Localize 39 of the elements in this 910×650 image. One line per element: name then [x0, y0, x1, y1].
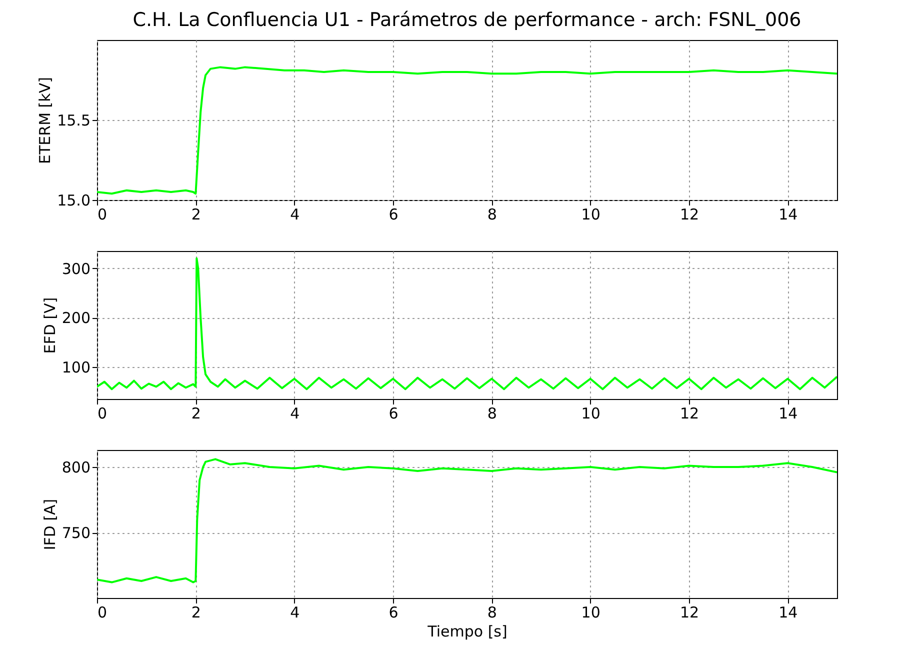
x-tick-label: 2 — [191, 206, 201, 224]
y-tick-label: 750 — [62, 524, 90, 542]
x-tick-label: 8 — [487, 604, 497, 622]
x-tick-label: 0 — [98, 604, 108, 622]
y-axis-title: IFD [A] — [40, 498, 59, 550]
chart-title: C.H. La Confluencia U1 - Parámetros de performance - arch: FSNL_006 — [132, 9, 802, 31]
x-tick-label: 4 — [290, 206, 300, 224]
x-tick-label: 2 — [191, 404, 201, 422]
x-tick-label: 2 — [191, 604, 201, 622]
x-tick-label: 10 — [581, 604, 600, 622]
y-tick-label: 800 — [62, 458, 90, 477]
x-tick-label: 4 — [290, 404, 300, 422]
x-tick-label: 10 — [581, 206, 600, 224]
y-axis-title: EFD [V] — [40, 297, 59, 354]
line-series — [97, 257, 837, 390]
x-tick-label: 6 — [388, 206, 398, 224]
x-tick-label: 0 — [98, 206, 108, 224]
x-axis-title: Tiempo [s] — [426, 622, 508, 640]
x-tick-label: 12 — [680, 404, 700, 422]
x-tick-label: 8 — [487, 206, 497, 224]
x-tick-label: 8 — [487, 404, 497, 422]
x-tick-label: 6 — [388, 604, 398, 622]
y-axis-title: ETERM [kV] — [36, 77, 54, 164]
y-tick-label: 200 — [62, 309, 90, 328]
x-tick-label: 12 — [680, 206, 700, 224]
x-tick-label: 0 — [98, 404, 108, 422]
x-tick-label: 12 — [680, 604, 700, 622]
y-tick-label: 15.0 — [57, 192, 90, 210]
line-series — [97, 458, 837, 584]
x-tick-label: 10 — [581, 404, 600, 422]
y-tick-label: 100 — [62, 358, 90, 376]
line-series — [97, 66, 837, 195]
y-tick-label: 300 — [62, 260, 90, 278]
x-tick-label: 14 — [778, 604, 798, 622]
y-tick-label: 15.5 — [57, 112, 90, 130]
x-tick-label: 14 — [778, 206, 798, 224]
x-tick-label: 6 — [388, 404, 398, 422]
x-tick-label: 14 — [778, 404, 798, 422]
x-tick-label: 4 — [290, 604, 300, 622]
